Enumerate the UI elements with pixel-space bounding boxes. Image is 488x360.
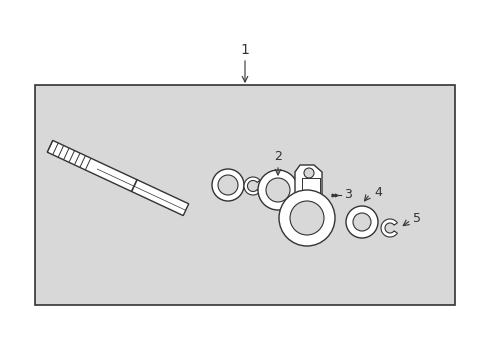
Polygon shape: [294, 165, 321, 235]
Circle shape: [258, 170, 297, 210]
Circle shape: [352, 213, 370, 231]
Polygon shape: [380, 219, 397, 237]
Text: 1: 1: [240, 43, 249, 57]
Circle shape: [212, 169, 244, 201]
Circle shape: [346, 206, 377, 238]
Circle shape: [304, 168, 313, 178]
Circle shape: [265, 178, 289, 202]
Circle shape: [279, 190, 334, 246]
Polygon shape: [244, 177, 259, 195]
Text: 2: 2: [273, 150, 282, 163]
Polygon shape: [47, 140, 188, 216]
Bar: [35, 85, 454, 305]
Circle shape: [218, 175, 238, 195]
Text: 3: 3: [343, 189, 351, 202]
Text: 5: 5: [412, 211, 420, 225]
Circle shape: [289, 201, 324, 235]
Text: 4: 4: [373, 185, 381, 198]
